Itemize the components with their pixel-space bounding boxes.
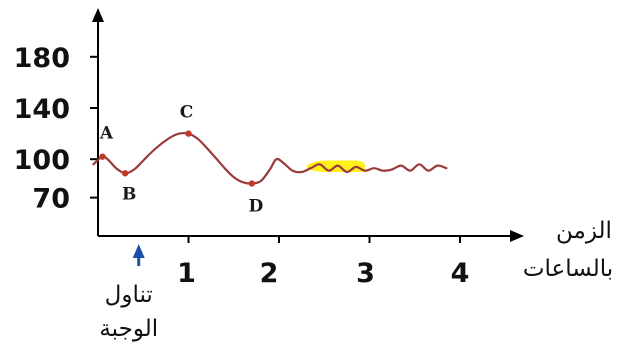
x-axis-arrowhead xyxy=(510,230,524,242)
x-tick-label: 4 xyxy=(451,258,470,289)
point-label-group: A B C D xyxy=(99,103,264,217)
point-marker-a xyxy=(99,153,106,160)
x-axis-label-line-1: الزمن xyxy=(556,218,612,244)
point-marker-d xyxy=(248,180,256,187)
x-tick-label: 3 xyxy=(356,258,375,289)
point-marker-c xyxy=(185,130,192,137)
y-axis xyxy=(92,8,104,236)
x-tick-label: 1 xyxy=(177,258,196,289)
y-tick-label: 70 xyxy=(32,184,70,215)
x-axis-label-line-2: بالساعات xyxy=(523,256,613,282)
x-axis-label: الزمن بالساعات xyxy=(523,218,613,282)
point-label-b: B xyxy=(122,184,136,204)
point-label-a: A xyxy=(99,124,114,144)
series-line xyxy=(92,131,448,185)
y-tick-label: 100 xyxy=(14,145,70,176)
x-tick-label: 2 xyxy=(260,258,279,289)
meal-annotation: تناول الوجبة xyxy=(99,244,158,342)
meal-annotation-line-1: تناول xyxy=(105,282,153,308)
point-label-c: C xyxy=(180,103,194,123)
meal-annotation-line-2: الوجبة xyxy=(99,316,158,342)
x-axis xyxy=(98,230,524,242)
point-marker-group xyxy=(99,130,256,187)
meal-arrow-head xyxy=(132,244,145,258)
x-tick-group: 1 2 3 4 xyxy=(177,236,469,289)
y-tick-label: 140 xyxy=(14,94,70,125)
point-label-d: D xyxy=(248,197,263,217)
y-tick-group: 70 100 140 180 xyxy=(14,43,98,215)
y-axis-arrowhead xyxy=(92,8,104,22)
y-tick-label: 180 xyxy=(14,43,70,74)
point-marker-b xyxy=(121,170,129,177)
